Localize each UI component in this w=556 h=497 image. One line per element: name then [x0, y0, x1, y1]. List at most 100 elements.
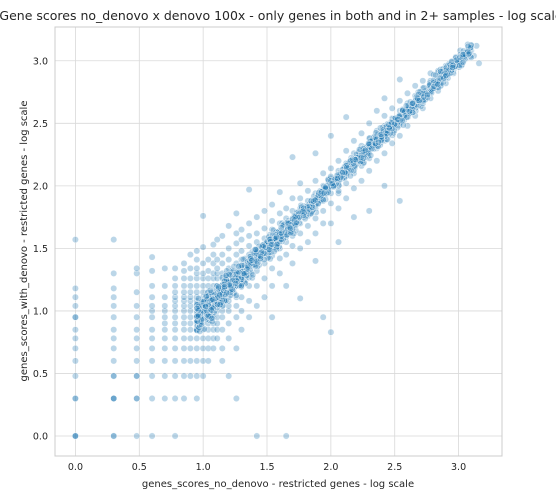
data-point	[399, 121, 407, 129]
data-point	[207, 306, 215, 314]
data-point	[287, 224, 294, 232]
data-point	[241, 255, 249, 263]
data-point	[161, 334, 169, 342]
data-point	[276, 269, 284, 277]
data-point	[110, 293, 118, 301]
data-point	[350, 184, 358, 192]
data-point	[282, 204, 290, 212]
data-point	[195, 324, 203, 332]
data-point	[209, 334, 217, 342]
data-point	[186, 357, 194, 365]
x-axis-label: genes_scores_no_denovo - restricted gene…	[142, 479, 414, 490]
data-point	[276, 188, 284, 196]
data-point	[419, 77, 427, 85]
data-point	[110, 344, 118, 352]
data-point	[204, 344, 212, 352]
data-point	[72, 357, 79, 365]
data-point	[327, 219, 335, 227]
data-point	[238, 247, 245, 255]
data-point	[225, 222, 233, 230]
data-point	[377, 133, 385, 141]
data-point	[460, 51, 467, 59]
data-point	[411, 82, 419, 90]
data-point	[312, 229, 319, 237]
data-point	[218, 251, 226, 259]
data-point	[304, 222, 312, 230]
data-point	[253, 229, 261, 237]
data-point	[186, 251, 194, 259]
data-point	[429, 77, 437, 85]
data-point	[209, 241, 217, 249]
data-point	[437, 68, 445, 76]
data-point	[324, 176, 332, 184]
data-point	[72, 334, 79, 342]
data-point	[268, 217, 276, 225]
data-point	[315, 189, 323, 197]
data-point	[225, 334, 233, 342]
data-point	[213, 334, 221, 342]
data-point	[282, 432, 290, 440]
data-point	[110, 284, 118, 292]
data-point	[296, 244, 304, 252]
data-point	[312, 214, 319, 222]
data-point	[219, 302, 227, 310]
data-point	[225, 302, 233, 310]
data-point	[232, 291, 240, 299]
data-point	[388, 104, 396, 112]
data-point	[396, 97, 404, 105]
data-point	[357, 154, 365, 161]
data-point	[171, 282, 179, 290]
data-point	[199, 344, 207, 352]
data-point	[296, 179, 304, 187]
data-point	[238, 307, 245, 315]
data-point	[240, 270, 248, 278]
data-point	[238, 293, 245, 301]
data-point	[430, 82, 438, 90]
data-point	[208, 314, 216, 322]
data-point	[213, 264, 221, 272]
data-point	[133, 334, 141, 342]
data-point	[301, 215, 309, 223]
data-point	[199, 274, 207, 282]
data-point	[365, 207, 373, 215]
data-point	[309, 203, 316, 211]
data-point	[171, 357, 179, 365]
data-point	[213, 256, 221, 263]
data-point	[283, 231, 291, 239]
data-point	[381, 94, 388, 102]
data-point	[148, 267, 156, 275]
data-point	[289, 153, 296, 161]
data-point	[277, 229, 285, 237]
data-point	[335, 157, 342, 165]
data-point	[420, 84, 428, 92]
data-point	[193, 264, 201, 272]
data-point	[186, 313, 194, 321]
data-point	[193, 334, 201, 342]
data-point	[350, 137, 358, 145]
data-point	[399, 106, 407, 114]
data-point	[72, 326, 79, 334]
data-point	[367, 151, 375, 159]
data-point	[349, 157, 357, 165]
data-point	[327, 177, 335, 185]
data-point	[381, 112, 388, 120]
data-point	[213, 236, 221, 244]
data-point	[261, 207, 268, 215]
data-point	[72, 284, 79, 292]
data-point	[388, 139, 396, 147]
data-point	[473, 42, 480, 50]
data-point	[171, 307, 179, 315]
data-point	[356, 146, 363, 153]
data-point	[133, 357, 141, 365]
data-point	[209, 344, 217, 352]
y-tick-label: 1.0	[33, 306, 48, 317]
data-point	[186, 319, 194, 327]
data-point	[207, 288, 215, 296]
data-point	[72, 372, 79, 380]
data-point	[193, 256, 201, 263]
data-point	[180, 395, 188, 402]
data-point	[161, 319, 169, 327]
data-point	[335, 204, 342, 212]
data-point	[327, 328, 335, 336]
